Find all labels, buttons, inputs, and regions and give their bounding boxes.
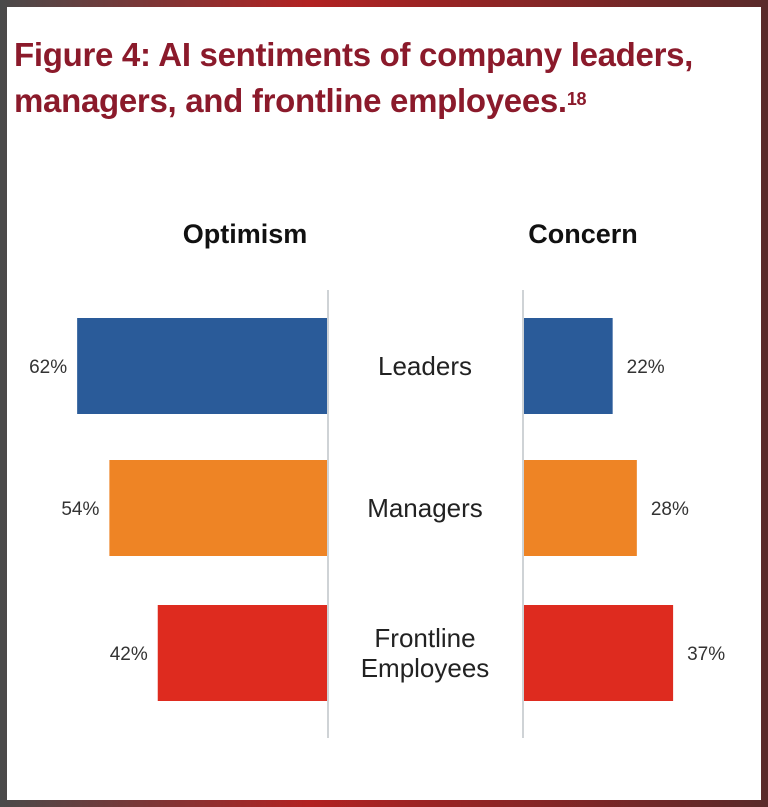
title-footnote: 18 (566, 89, 587, 109)
optimism-value-label-managers: 54% (61, 499, 99, 520)
concern-bar-managers (524, 460, 637, 556)
chart-title-line-1: Figure 4: AI sentiments of company leade… (14, 36, 694, 73)
concern-bar-frontline-employees (524, 605, 674, 701)
chart-title: Figure 4: AI sentiments of company leade… (14, 32, 744, 124)
optimism-bar-leaders (77, 318, 327, 414)
concern-value-label-managers: 28% (651, 499, 689, 520)
category-label-line: Frontline (374, 623, 475, 653)
category-label-managers: Managers (367, 493, 483, 523)
optimism-bar-managers (109, 460, 327, 556)
category-label-leaders: Leaders (378, 351, 472, 381)
chart-title-line-2: managers, and frontline employees.18 (14, 78, 744, 124)
category-label-frontline-employees: Frontline Employees (361, 623, 490, 683)
concern-value-label-leaders: 22% (627, 357, 665, 378)
optimism-value-label-leaders: 62% (29, 357, 67, 378)
category-label-line: Leaders (378, 351, 472, 381)
series-header-optimism: Optimism (183, 219, 308, 249)
concern-bar-leaders (524, 318, 613, 414)
category-label-line: Managers (367, 493, 483, 523)
optimism-bar-frontline-employees (157, 605, 327, 701)
optimism-value-label-frontline-employees: 42% (110, 644, 148, 665)
category-label-line: Employees (361, 653, 490, 683)
series-header-concern: Concern (528, 219, 638, 249)
chart-title-line-2-text: managers, and frontline employees. (14, 82, 567, 119)
concern-value-label-frontline-employees: 37% (687, 644, 725, 665)
